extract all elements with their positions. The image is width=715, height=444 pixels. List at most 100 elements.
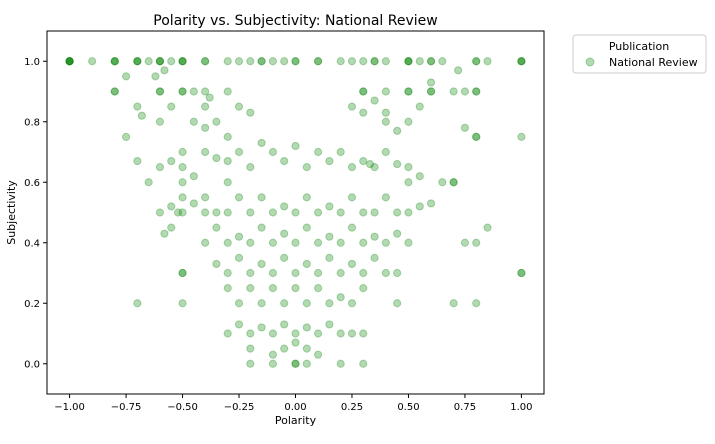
x-tick-label: −0.25 (224, 402, 255, 413)
data-point (359, 329, 368, 338)
data-point (460, 238, 470, 247)
data-point (336, 208, 345, 217)
data-point (359, 359, 368, 368)
x-tick-label: 0.50 (397, 402, 419, 413)
data-point (517, 57, 526, 66)
data-point (257, 57, 266, 66)
data-point (246, 238, 255, 247)
data-point (280, 299, 289, 308)
data-point (234, 102, 244, 111)
data-point (460, 87, 470, 96)
data-point (160, 66, 169, 75)
data-point (178, 268, 187, 278)
data-point (257, 223, 266, 232)
data-point (359, 108, 368, 117)
data-point (325, 156, 334, 166)
data-point (268, 268, 278, 278)
data-point (517, 132, 526, 141)
data-point (155, 163, 165, 172)
data-point (347, 102, 357, 111)
legend: Publication National Review (572, 34, 707, 74)
data-point (313, 268, 323, 278)
data-point (151, 72, 160, 81)
data-point (234, 57, 244, 66)
data-point (313, 147, 323, 157)
data-point (302, 323, 311, 332)
data-point (65, 57, 74, 66)
data-point (291, 141, 300, 151)
data-point (359, 87, 368, 96)
y-tick-label: 0.2 (24, 299, 40, 310)
data-point (438, 57, 447, 66)
data-point (178, 299, 187, 308)
data-point (291, 338, 300, 347)
data-point (167, 202, 176, 211)
data-point (155, 57, 165, 66)
data-point (223, 284, 232, 293)
data-point (201, 123, 210, 132)
data-point (246, 108, 255, 117)
data-point (167, 223, 176, 232)
data-point (404, 87, 413, 96)
data-point (178, 178, 187, 187)
data-point (178, 87, 187, 96)
data-point (246, 284, 255, 293)
y-tick-label: 0.6 (24, 178, 40, 189)
data-point (336, 57, 345, 66)
data-point (268, 329, 278, 338)
data-point (268, 208, 278, 217)
data-point (257, 299, 266, 308)
data-point (133, 299, 142, 308)
data-point (291, 359, 300, 368)
data-point (426, 199, 436, 208)
data-point (167, 57, 176, 66)
data-point (280, 253, 289, 262)
data-point (325, 232, 334, 241)
data-point (393, 229, 402, 238)
data-point (137, 111, 146, 120)
data-point (246, 208, 255, 217)
data-point (336, 238, 345, 247)
data-point (201, 193, 210, 202)
data-point (189, 87, 198, 96)
data-point (336, 359, 345, 368)
data-point (133, 57, 142, 66)
data-point (517, 268, 526, 278)
data-point (280, 320, 289, 329)
data-point (212, 259, 221, 269)
data-point (393, 299, 402, 308)
data-point (110, 57, 119, 66)
data-point (144, 178, 153, 187)
data-point (234, 299, 244, 308)
data-point (472, 87, 481, 96)
data-point (257, 57, 266, 66)
y-tick-label: 0.4 (24, 238, 40, 249)
data-point (381, 87, 390, 96)
data-point (359, 268, 368, 278)
data-point (381, 193, 390, 202)
data-point (517, 57, 526, 66)
data-point (313, 57, 323, 66)
data-point (189, 117, 198, 126)
data-point (257, 259, 266, 269)
data-point (404, 163, 413, 172)
data-point (155, 57, 165, 66)
data-point (302, 259, 311, 269)
data-point (223, 132, 232, 141)
data-point (426, 57, 436, 66)
data-point (472, 238, 481, 247)
data-point (257, 193, 266, 202)
data-point (370, 57, 379, 66)
data-point (160, 229, 169, 238)
data-point (359, 156, 368, 166)
data-point (393, 160, 402, 169)
data-point (302, 193, 311, 202)
data-point (483, 223, 492, 232)
data-point (205, 93, 214, 102)
data-point (144, 57, 153, 66)
data-point (178, 268, 187, 278)
data-point (291, 268, 300, 278)
data-point (449, 178, 458, 187)
data-point (359, 87, 368, 96)
